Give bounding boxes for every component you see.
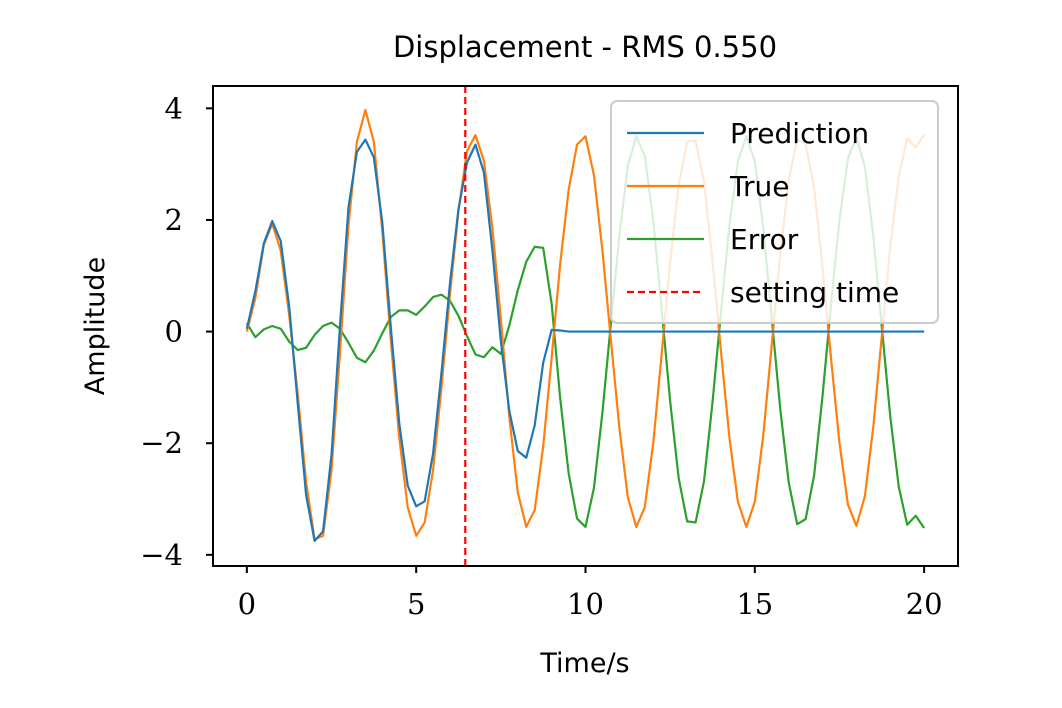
legend-label: Prediction [730,117,869,150]
y-tick-label: 0 [165,315,183,349]
legend: Prediction True Error setting time [610,100,939,324]
y-axis-label: Amplitude [80,257,111,395]
series-line-error [245,135,926,529]
x-tick-label: 15 [736,587,773,621]
legend-label: True [729,170,789,203]
y-tick-label: −4 [140,538,183,572]
chart-title: Displacement - RMS 0.550 [393,30,777,64]
x-tick-label: 0 [238,587,256,621]
x-tick-label: 10 [567,587,604,621]
x-axis-label: Time/s [539,648,629,679]
y-tick-label: 2 [165,203,183,237]
legend-box [610,100,939,324]
legend-label: Error [730,223,799,256]
series-line-prediction [245,138,925,542]
y-axis: −4 −2 0 2 4 [140,91,213,572]
x-tick-label: 20 [906,587,943,621]
x-tick-label: 5 [407,587,425,621]
legend-label: setting time [730,276,899,309]
y-tick-label: 4 [165,91,183,125]
y-tick-label: −2 [140,426,183,460]
x-axis: 0 5 10 15 20 [238,566,943,621]
